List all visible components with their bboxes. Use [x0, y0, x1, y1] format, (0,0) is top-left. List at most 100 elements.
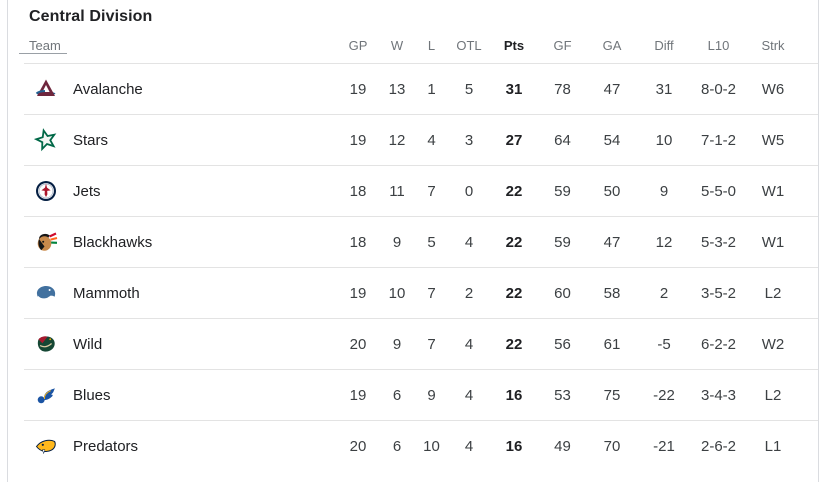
cell-gp: 20 — [349, 437, 367, 455]
cell-diff: -22 — [653, 386, 675, 404]
cell-otl: 3 — [464, 131, 474, 149]
cell-gf: 59 — [554, 233, 571, 251]
cell-diff: -21 — [653, 437, 675, 455]
team-name: Jets — [73, 182, 101, 200]
team-row-wild[interactable]: Wild 20 9 7 4 22 56 61 -5 6-2-2 W2 — [24, 319, 818, 370]
column-header-team: Team — [19, 38, 337, 54]
table-header-row: Team GP W L OTL Pts GF GA Diff L10 Strk — [19, 28, 818, 64]
cell-gf: 64 — [554, 131, 571, 149]
wild-logo — [34, 332, 58, 356]
cell-l10: 2-6-2 — [700, 437, 737, 455]
cell-gf: 60 — [554, 284, 571, 302]
cell-l10: 8-0-2 — [700, 80, 737, 98]
jets-logo — [34, 179, 58, 203]
cell-strk: L1 — [764, 437, 782, 455]
avalanche-logo — [34, 77, 58, 101]
cell-gp: 19 — [349, 284, 367, 302]
cell-l: 7 — [427, 284, 436, 302]
team-name: Avalanche — [73, 80, 143, 98]
column-header-ga: GA — [602, 38, 622, 53]
cell-l10: 5-5-0 — [700, 182, 737, 200]
cell-pts: 22 — [505, 233, 523, 251]
cell-gf: 56 — [554, 335, 571, 353]
cell-diff: 2 — [659, 284, 669, 302]
cell-l10: 7-1-2 — [700, 131, 737, 149]
cell-gf: 78 — [554, 80, 571, 98]
cell-otl: 4 — [464, 437, 474, 455]
cell-gp: 19 — [349, 80, 367, 98]
team-cell[interactable]: Predators — [24, 434, 337, 458]
cell-l: 7 — [427, 335, 436, 353]
cell-gf: 59 — [554, 182, 571, 200]
cell-strk: W6 — [761, 80, 785, 98]
cell-otl: 4 — [464, 335, 474, 353]
cell-pts: 22 — [505, 335, 523, 353]
team-cell[interactable]: Mammoth — [24, 281, 337, 305]
cell-w: 6 — [392, 437, 402, 455]
team-cell[interactable]: Wild — [24, 332, 337, 356]
team-cell[interactable]: Avalanche — [24, 77, 337, 101]
cell-otl: 4 — [464, 386, 474, 404]
cell-diff: 9 — [659, 182, 669, 200]
cell-l10: 3-5-2 — [700, 284, 737, 302]
column-header-diff: Diff — [654, 38, 674, 53]
cell-l: 4 — [427, 131, 436, 149]
team-cell[interactable]: Stars — [24, 128, 337, 152]
cell-ga: 54 — [603, 131, 621, 149]
column-header-l: L — [427, 38, 436, 53]
cell-strk: L2 — [764, 284, 782, 302]
cell-strk: W1 — [761, 233, 785, 251]
cell-strk: L2 — [764, 386, 782, 404]
blackhawks-logo — [34, 230, 58, 254]
cell-gp: 18 — [349, 182, 367, 200]
team-row-stars[interactable]: Stars 19 12 4 3 27 64 54 10 7-1-2 W5 — [24, 115, 818, 166]
team-column-underline — [19, 53, 67, 54]
team-row-mammoth[interactable]: Mammoth 19 10 7 2 22 60 58 2 3-5-2 L2 — [24, 268, 818, 319]
blues-logo — [34, 383, 58, 407]
team-cell[interactable]: Blues — [24, 383, 337, 407]
team-row-jets[interactable]: Jets 18 11 7 0 22 59 50 9 5-5-0 W1 — [24, 166, 818, 217]
cell-otl: 0 — [464, 182, 474, 200]
column-header-otl: OTL — [456, 38, 482, 53]
team-row-predators[interactable]: Predators 20 6 10 4 16 49 70 -21 2-6-2 L1 — [24, 421, 818, 471]
cell-l: 1 — [427, 80, 436, 98]
mammoth-logo — [34, 281, 58, 305]
cell-diff: -5 — [657, 335, 671, 353]
cell-l: 5 — [427, 233, 436, 251]
cell-w: 9 — [392, 233, 402, 251]
cell-ga: 47 — [603, 80, 621, 98]
cell-pts: 22 — [505, 182, 523, 200]
cell-w: 11 — [389, 182, 405, 200]
cell-strk: W1 — [761, 182, 785, 200]
team-row-blackhawks[interactable]: Blackhawks 18 9 5 4 22 59 47 12 5-3-2 W1 — [24, 217, 818, 268]
cell-gf: 53 — [554, 386, 571, 404]
cell-pts: 27 — [505, 131, 523, 149]
cell-gp: 19 — [349, 131, 367, 149]
cell-l: 9 — [427, 386, 436, 404]
cell-w: 10 — [388, 284, 406, 302]
cell-gp: 18 — [349, 233, 367, 251]
column-header-strk: Strk — [761, 38, 785, 53]
team-row-avalanche[interactable]: Avalanche 19 13 1 5 31 78 47 31 8-0-2 W6 — [24, 64, 818, 115]
cell-gp: 20 — [349, 335, 367, 353]
cell-l10: 6-2-2 — [700, 335, 737, 353]
team-cell[interactable]: Jets — [24, 179, 337, 203]
team-name: Mammoth — [73, 284, 140, 302]
predators-logo — [34, 434, 58, 458]
team-cell[interactable]: Blackhawks — [24, 230, 337, 254]
cell-otl: 2 — [464, 284, 474, 302]
stars-logo — [34, 128, 58, 152]
team-row-blues[interactable]: Blues 19 6 9 4 16 53 75 -22 3-4-3 L2 — [24, 370, 818, 421]
cell-l10: 5-3-2 — [700, 233, 737, 251]
team-name: Predators — [73, 437, 139, 455]
team-name: Blues — [73, 386, 111, 404]
column-header-pts: Pts — [503, 38, 525, 53]
cell-diff: 10 — [655, 131, 673, 149]
team-name: Wild — [73, 335, 103, 353]
cell-pts: 16 — [505, 386, 523, 404]
cell-w: 6 — [392, 386, 402, 404]
team-name: Stars — [73, 131, 109, 149]
cell-strk: W2 — [761, 335, 785, 353]
column-header-w: W — [390, 38, 404, 53]
cell-ga: 58 — [603, 284, 621, 302]
